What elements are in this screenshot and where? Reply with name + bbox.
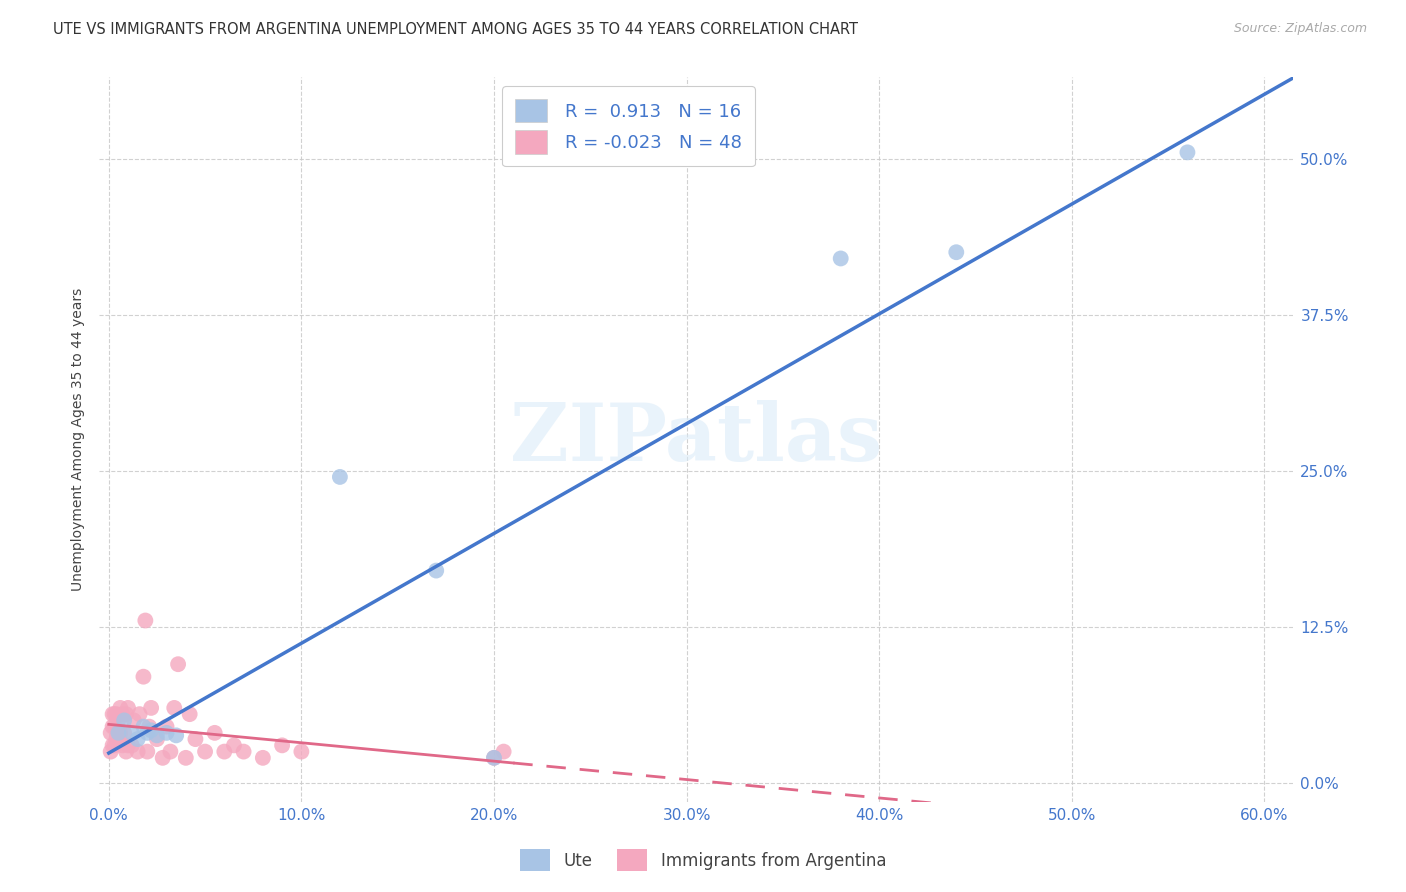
Point [146,728,169,742]
Point [100,726,122,740]
Point [167,657,190,672]
Point [132,720,155,734]
Point [100,745,122,759]
Text: UTE VS IMMIGRANTS FROM ARGENTINA UNEMPLOYMENT AMONG AGES 35 TO 44 YEARS CORRELAT: UTE VS IMMIGRANTS FROM ARGENTINA UNEMPLO… [53,22,859,37]
Legend: R =  0.913   N = 16, R = -0.023   N = 48: R = 0.913 N = 16, R = -0.023 N = 48 [502,87,755,166]
Point [110,701,132,715]
Y-axis label: Unemployment Among Ages 35 to 44 years: Unemployment Among Ages 35 to 44 years [72,288,86,591]
Point [107,714,129,728]
Point [101,707,124,722]
Point [117,739,139,753]
Point [103,739,125,753]
Point [111,707,134,722]
Point [134,614,156,628]
Text: ZIPatlas: ZIPatlas [510,401,883,478]
Point [163,701,186,715]
Point [139,701,162,715]
Point [482,751,505,765]
Point [112,726,135,740]
Point [138,720,160,734]
Point [232,745,254,759]
Point [127,732,149,747]
Point [103,707,125,722]
Point [271,739,294,753]
Point [105,732,128,747]
Point [115,745,138,759]
Point [105,707,128,722]
Point [110,726,132,740]
Point [103,720,125,734]
Point [222,739,245,753]
Point [492,745,515,759]
Point [155,726,177,740]
Point [127,745,149,759]
Point [152,751,174,765]
Point [184,732,207,747]
Point [194,745,217,759]
Point [115,707,138,722]
Legend: Ute, Immigrants from Argentina: Ute, Immigrants from Argentina [512,841,894,880]
Point [159,745,181,759]
Point [121,739,143,753]
Point [101,720,124,734]
Point [204,726,226,740]
Point [252,751,274,765]
Point [290,745,312,759]
Point [155,720,177,734]
Point [122,714,145,728]
Point [1177,145,1199,160]
Point [117,701,139,715]
Point [329,470,352,484]
Point [111,739,134,753]
Text: Source: ZipAtlas.com: Source: ZipAtlas.com [1233,22,1367,36]
Point [425,564,447,578]
Point [139,723,162,738]
Point [132,670,155,684]
Point [136,726,159,740]
Point [165,728,187,742]
Point [482,751,505,765]
Point [136,745,159,759]
Point [107,726,129,740]
Point [101,739,124,753]
Point [121,726,143,740]
Point [214,745,236,759]
Point [945,245,967,260]
Point [179,707,201,722]
Point [830,252,852,266]
Point [112,714,135,728]
Point [128,707,150,722]
Point [174,751,197,765]
Point [146,732,169,747]
